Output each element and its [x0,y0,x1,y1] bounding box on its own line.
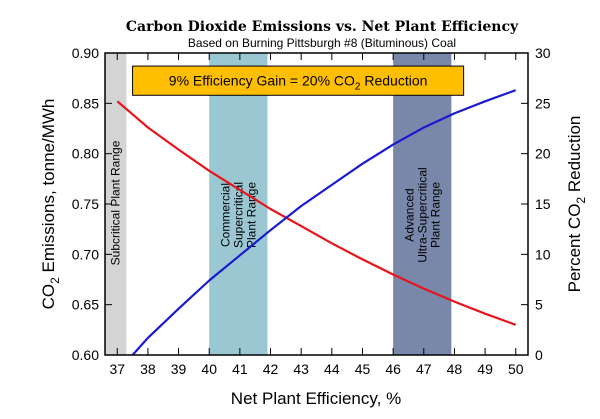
x-tick-label: 45 [355,361,371,377]
chart-title: Carbon Dioxide Emissions vs. Net Plant E… [126,19,519,35]
left-y-tick-label: 0.90 [72,45,99,61]
plant-range-label: CommercialSupercriticalPlant Range [218,182,258,248]
left-y-tick-label: 0.70 [72,246,99,262]
plant-range-bands [105,53,452,355]
co2-reduction-line [131,89,517,356]
plant-range-labels: Subcritical Plant Range CommercialSupercr… [109,140,443,265]
efficiency-banner: 9% Efficiency Gain = 20% CO2 Reduction [132,65,465,96]
right-y-tick-label: 25 [535,95,551,111]
x-tick-label: 47 [416,361,432,377]
chart-subtitle: Based on Burning Pittsburgh #8 (Bitumino… [188,36,456,50]
co2-emissions-line [116,100,517,326]
plant-range-band [209,53,268,355]
plant-range-band [393,53,452,355]
left-y-tick-label: 0.60 [72,347,99,363]
right-y-tick-label: 15 [535,196,551,212]
left-y-axis-ticks: 0.60 0.65 0.70 0.75 0.80 0.85 0.90 [72,45,112,363]
x-axis-label: Net Plant Efficiency, % [231,389,401,408]
right-y-tick-label: 0 [535,347,543,363]
left-y-tick-label: 0.80 [72,146,99,162]
right-y-tick-label: 5 [535,297,543,313]
right-y-axis-ticks: 0 5 10 15 20 25 30 [521,45,551,363]
left-y-axis-label: CO2 Emissions, tonne/MWh [39,99,62,310]
x-axis-ticks: 37 38 39 40 41 42 43 44 45 46 47 48 49 50 [109,53,524,377]
x-tick-label: 41 [232,361,248,377]
right-y-tick-label: 10 [535,246,551,262]
banner-text: 9% Efficiency Gain = 20% CO2 Reduction [169,73,428,93]
x-tick-label: 48 [447,361,463,377]
x-tick-label: 44 [324,361,340,377]
left-y-tick-label: 0.75 [72,196,99,212]
x-tick-label: 39 [171,361,187,377]
data-series [116,89,517,356]
x-tick-label: 49 [477,361,493,377]
left-y-tick-label: 0.65 [72,297,99,313]
right-y-tick-label: 30 [535,45,551,61]
x-tick-label: 46 [385,361,401,377]
x-tick-label: 37 [109,361,125,377]
right-y-axis-label: Percent CO2 Reduction [565,116,588,293]
right-y-tick-label: 20 [535,146,551,162]
x-tick-label: 42 [263,361,279,377]
x-tick-label: 38 [140,361,156,377]
plant-range-label: AdvancedUltra-SupercriticalPlant Range [402,167,442,262]
plot-frame [104,52,529,356]
x-tick-label: 43 [293,361,309,377]
x-tick-label: 50 [508,361,524,377]
plant-range-band [105,53,127,355]
plant-range-label: Subcritical Plant Range [109,140,123,265]
left-y-tick-label: 0.85 [72,95,99,111]
x-tick-label: 40 [201,361,217,377]
banner-box [132,65,465,96]
